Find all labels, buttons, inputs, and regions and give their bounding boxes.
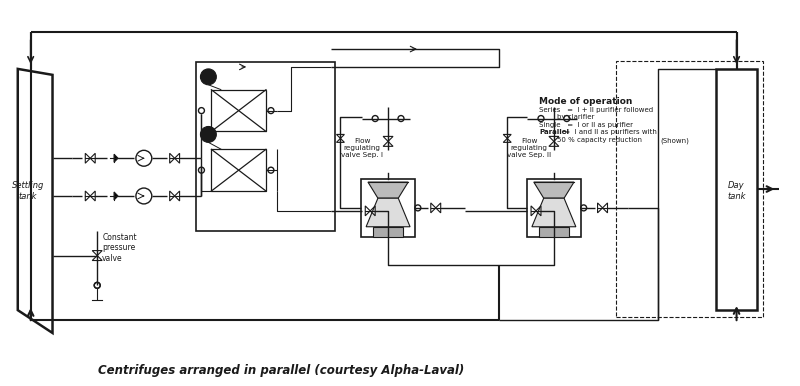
Text: Settling
tank: Settling tank [11, 181, 44, 201]
Text: Day
tank: Day tank [727, 181, 746, 201]
Text: Centrifuges arranged in parallel (courtesy Alpha-Laval): Centrifuges arranged in parallel (courte… [98, 364, 464, 377]
Text: Parallel: Parallel [539, 129, 569, 135]
Polygon shape [534, 182, 574, 198]
Polygon shape [114, 192, 118, 200]
Circle shape [201, 127, 216, 142]
Text: TC: TC [205, 74, 212, 80]
Text: =  I and II as purifiers with: = I and II as purifiers with [562, 129, 657, 135]
Text: Flow
regulating
valve Sep. I: Flow regulating valve Sep. I [342, 139, 383, 158]
Text: Constant
pressure
valve: Constant pressure valve [102, 233, 137, 262]
Text: 50 % capacity reduction: 50 % capacity reduction [557, 137, 642, 144]
Polygon shape [114, 154, 118, 162]
Text: Series   =  I + II purifier followed: Series = I + II purifier followed [539, 107, 653, 113]
Text: TC: TC [205, 132, 212, 137]
Text: Single   =  I or II as purifier: Single = I or II as purifier [539, 122, 633, 127]
Bar [373, 227, 403, 237]
Polygon shape [366, 198, 410, 227]
Text: Mode of operation: Mode of operation [539, 97, 632, 106]
Polygon shape [18, 69, 53, 333]
Bar [527, 179, 581, 237]
Text: by clarifier: by clarifier [557, 113, 594, 120]
Bar [617, 61, 763, 317]
Bar [716, 69, 758, 310]
Bar [211, 149, 266, 191]
Polygon shape [532, 198, 576, 227]
Text: (Shown): (Shown) [660, 137, 689, 144]
Bar [197, 62, 335, 231]
Text: Flow
regulating
valve Sep. II: Flow regulating valve Sep. II [507, 139, 551, 158]
Bar [362, 179, 415, 237]
Bar [211, 90, 266, 132]
Bar [539, 227, 569, 237]
Polygon shape [368, 182, 408, 198]
Circle shape [201, 69, 216, 85]
